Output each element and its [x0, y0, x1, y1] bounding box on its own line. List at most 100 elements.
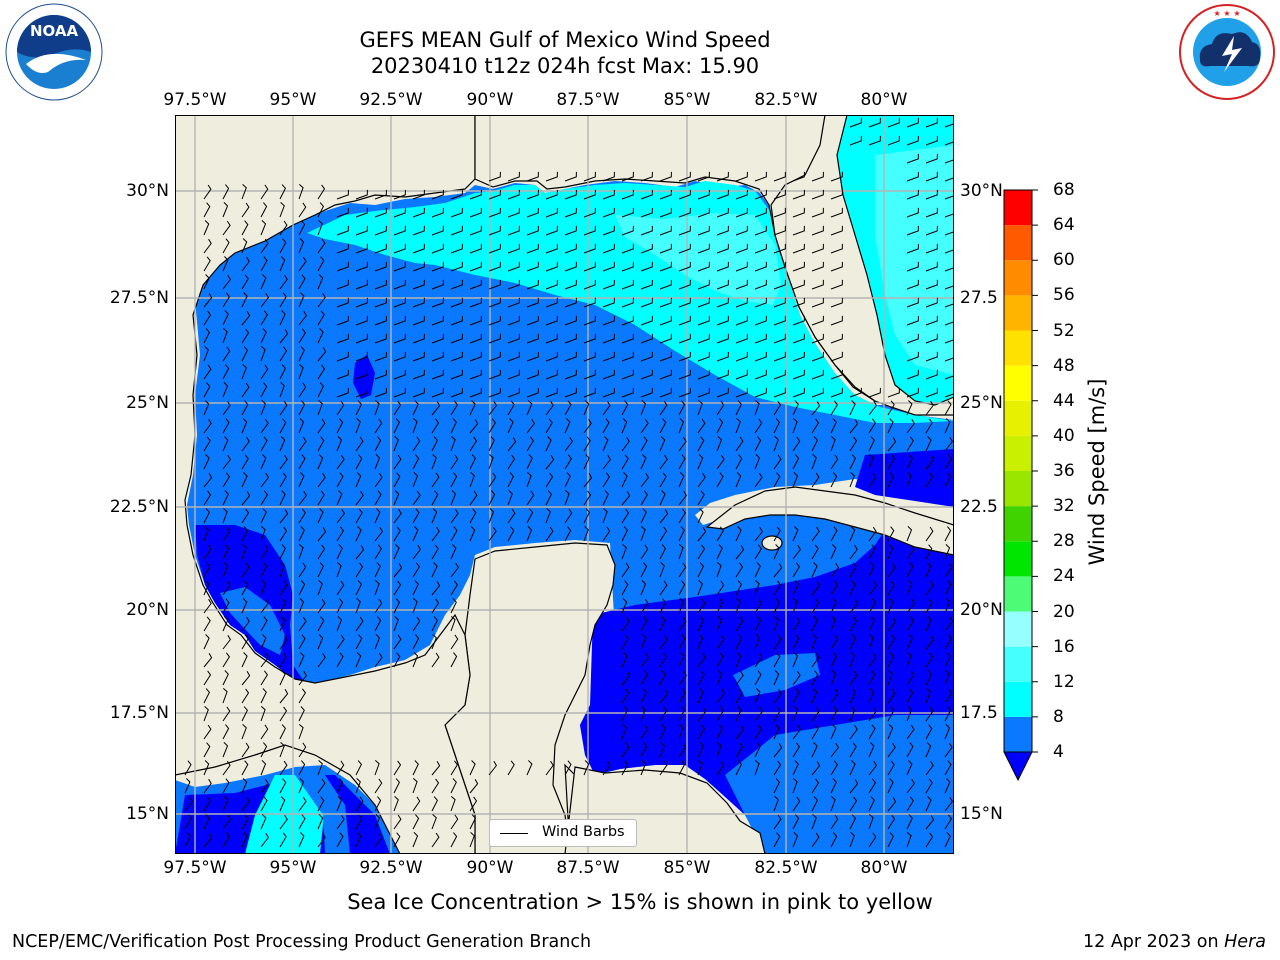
- wind-barb: [488, 436, 495, 452]
- wind-barb: [640, 333, 653, 344]
- wind-barb: [925, 616, 932, 632]
- wind-barb: [830, 279, 843, 290]
- wind-barb: [279, 238, 287, 254]
- wind-barb: [773, 778, 780, 794]
- wind-barb: [906, 706, 913, 722]
- wind-barb: [431, 351, 444, 362]
- wind-barb: [298, 832, 305, 848]
- gridlines: [175, 115, 954, 854]
- wind-barb: [488, 508, 495, 524]
- wind-barb: [811, 207, 824, 218]
- wind-barb: [336, 333, 349, 344]
- wind-barb: [260, 544, 269, 560]
- wind-barb: [545, 315, 558, 326]
- wind-barb: [222, 418, 230, 434]
- wind-barb: [906, 369, 919, 380]
- wind-barb: [925, 670, 932, 686]
- wind-barb: [716, 616, 723, 632]
- wind-barb: [678, 652, 685, 668]
- wind-barb: [545, 243, 558, 254]
- wind-barb: [678, 760, 686, 776]
- wind-barb: [336, 760, 345, 776]
- wind-barb: [659, 225, 672, 236]
- wind-barb: [811, 832, 820, 848]
- wind-barb: [887, 437, 897, 452]
- wind-barb: [602, 526, 611, 542]
- wind-barb: [241, 454, 249, 470]
- wind-barb: [830, 333, 843, 344]
- wind-barb: [906, 153, 919, 164]
- wind-barb: [887, 562, 896, 578]
- wind-barb: [602, 189, 615, 200]
- wind-barb: [241, 706, 248, 722]
- wind-barb: [488, 454, 494, 470]
- wind-barb: [944, 357, 954, 362]
- wind-barb: [336, 315, 349, 326]
- wind-barb: [222, 544, 230, 560]
- wind-barb: [222, 634, 232, 650]
- wind-barb: [773, 243, 786, 254]
- wind-barb: [222, 562, 229, 578]
- wind-barb: [488, 243, 501, 254]
- wind-barb: [355, 508, 363, 524]
- wind-barb: [507, 279, 520, 290]
- wind-barb: [583, 297, 596, 308]
- wind-barb: [640, 616, 648, 632]
- wind-barb: [925, 243, 938, 254]
- wind-barb: [545, 436, 552, 452]
- wind-barb: [393, 472, 401, 488]
- wind-barb: [564, 243, 577, 254]
- wind-barb: [317, 184, 326, 200]
- wind-barb: [621, 225, 634, 236]
- wind-barb: [811, 454, 817, 470]
- wind-barb: [868, 436, 875, 452]
- wind-barb: [564, 490, 570, 506]
- wind-barb: [279, 346, 288, 362]
- wind-barb: [830, 369, 843, 380]
- wind-barb: [925, 418, 933, 434]
- wind-barb: [526, 171, 539, 182]
- wind-barb: [944, 670, 950, 686]
- colorbar-tick-label: 16: [1053, 636, 1075, 657]
- wind-barb: [203, 670, 212, 686]
- wind-barb: [659, 243, 672, 254]
- wind-barb: [754, 351, 767, 362]
- wind-barb: [450, 225, 463, 236]
- wind-barb: [279, 329, 289, 344]
- wind-barb: [317, 490, 325, 506]
- wind-barb: [868, 387, 881, 398]
- wind-barb: [773, 760, 782, 776]
- wind-barb: [488, 261, 501, 272]
- wind-barb: [431, 490, 439, 506]
- lon-label-bottom: 92.5°W: [359, 858, 423, 878]
- wind-barb: [450, 760, 459, 776]
- lat-label-left: 17.5°N: [109, 703, 169, 723]
- wind-barb: [640, 207, 653, 218]
- wind-barb: [469, 189, 482, 200]
- wind-barb: [355, 387, 368, 398]
- wind-barb: [754, 369, 767, 380]
- wind-barb: [526, 387, 539, 398]
- wind-barb: [906, 297, 919, 308]
- lat-label-left: 22.5°N: [109, 497, 169, 517]
- wind-barb: [925, 400, 934, 416]
- wind-barb: [374, 400, 380, 416]
- wind-barb: [830, 243, 843, 254]
- wind-barb: [336, 562, 342, 578]
- wind-barb: [545, 351, 558, 362]
- wind-barb: [203, 796, 211, 812]
- wind-barb: [279, 274, 288, 290]
- wind-barb: [412, 508, 420, 524]
- wind-barb: [659, 454, 668, 470]
- wind-barb: [298, 382, 307, 398]
- wind-barb: [374, 454, 381, 470]
- wind-barb: [203, 833, 213, 848]
- wind-barb: [412, 261, 425, 272]
- wind-barb: [773, 616, 779, 632]
- lon-label-bottom: 97.5°W: [163, 858, 227, 878]
- wind-barb: [298, 508, 307, 524]
- wind-barb: [336, 544, 343, 560]
- wind-barb: [925, 351, 938, 362]
- wind-barb: [260, 490, 269, 506]
- wind-barb: [279, 616, 286, 632]
